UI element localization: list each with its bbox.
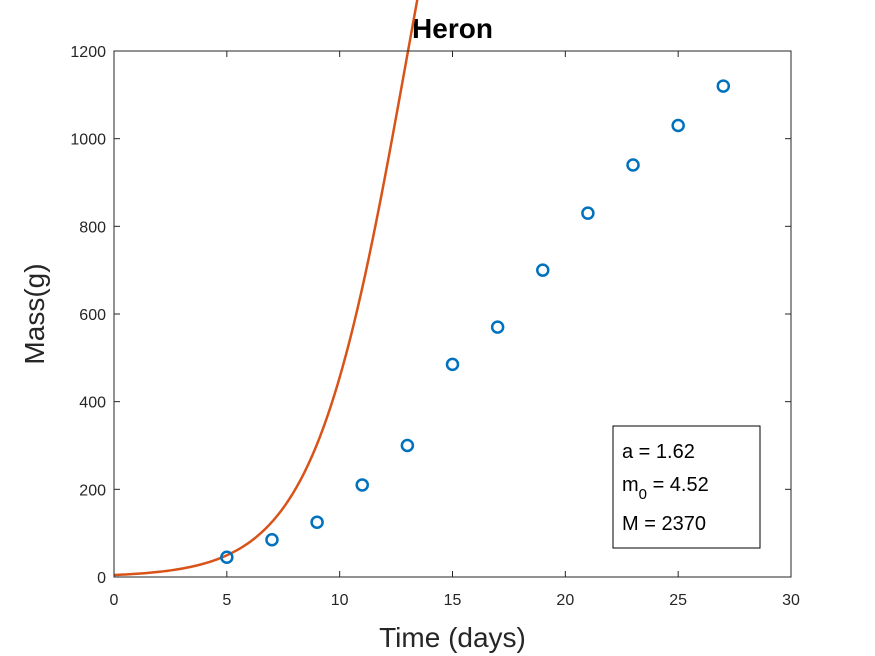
data-point bbox=[490, 320, 505, 334]
data-point bbox=[626, 158, 640, 172]
y-tick-label: 600 bbox=[79, 307, 106, 324]
data-point bbox=[716, 79, 731, 93]
parameter-box-frame bbox=[612, 425, 761, 549]
data-point bbox=[220, 550, 234, 565]
data-point bbox=[355, 478, 369, 492]
x-tick-label: 0 bbox=[110, 592, 119, 609]
x-tick-label: 20 bbox=[556, 592, 574, 609]
x-tick-label: 30 bbox=[782, 592, 800, 609]
y-tick-label: 1000 bbox=[70, 132, 106, 149]
data-point bbox=[310, 515, 324, 529]
data-point bbox=[536, 263, 550, 277]
y-tick-label: 1200 bbox=[70, 44, 106, 61]
y-axis-ticks: 0 200 400 600 800 1000 1200 bbox=[70, 44, 791, 587]
x-tick-label: 5 bbox=[222, 592, 231, 609]
parameter-box: a = 1.62 m0 = 4.52 M = 2370 bbox=[612, 425, 761, 549]
data-point bbox=[400, 438, 415, 453]
y-tick-label: 400 bbox=[79, 395, 106, 412]
x-tick-label: 10 bbox=[331, 592, 349, 609]
x-axis-ticks: 0 5 10 15 20 25 30 bbox=[110, 51, 800, 609]
y-axis-label: Mass(g) bbox=[19, 263, 50, 364]
data-point bbox=[671, 118, 685, 133]
y-tick-label: 800 bbox=[79, 219, 106, 236]
y-tick-label: 200 bbox=[79, 482, 106, 499]
data-point bbox=[581, 206, 595, 220]
x-axis-label: Time (days) bbox=[379, 622, 526, 653]
data-point bbox=[445, 357, 460, 372]
fit-curve bbox=[113, 0, 419, 577]
param-m0-value: = 4.52 bbox=[647, 474, 709, 496]
x-tick-label: 25 bbox=[669, 592, 687, 609]
param-m0-main: m bbox=[622, 474, 639, 496]
y-tick-label: 0 bbox=[97, 570, 106, 587]
chart-title: Heron bbox=[412, 13, 493, 44]
param-m0-subscript: 0 bbox=[639, 486, 647, 503]
data-point bbox=[265, 532, 279, 547]
data-markers-group bbox=[220, 79, 731, 565]
x-tick-label: 15 bbox=[444, 592, 462, 609]
param-M-text: M = 2370 bbox=[622, 513, 706, 535]
fit-curve-group bbox=[113, 0, 419, 577]
param-a-text: a = 1.62 bbox=[622, 441, 695, 463]
plot-frame bbox=[113, 50, 792, 578]
param-m0-text: m0 = 4.52 bbox=[622, 474, 709, 503]
